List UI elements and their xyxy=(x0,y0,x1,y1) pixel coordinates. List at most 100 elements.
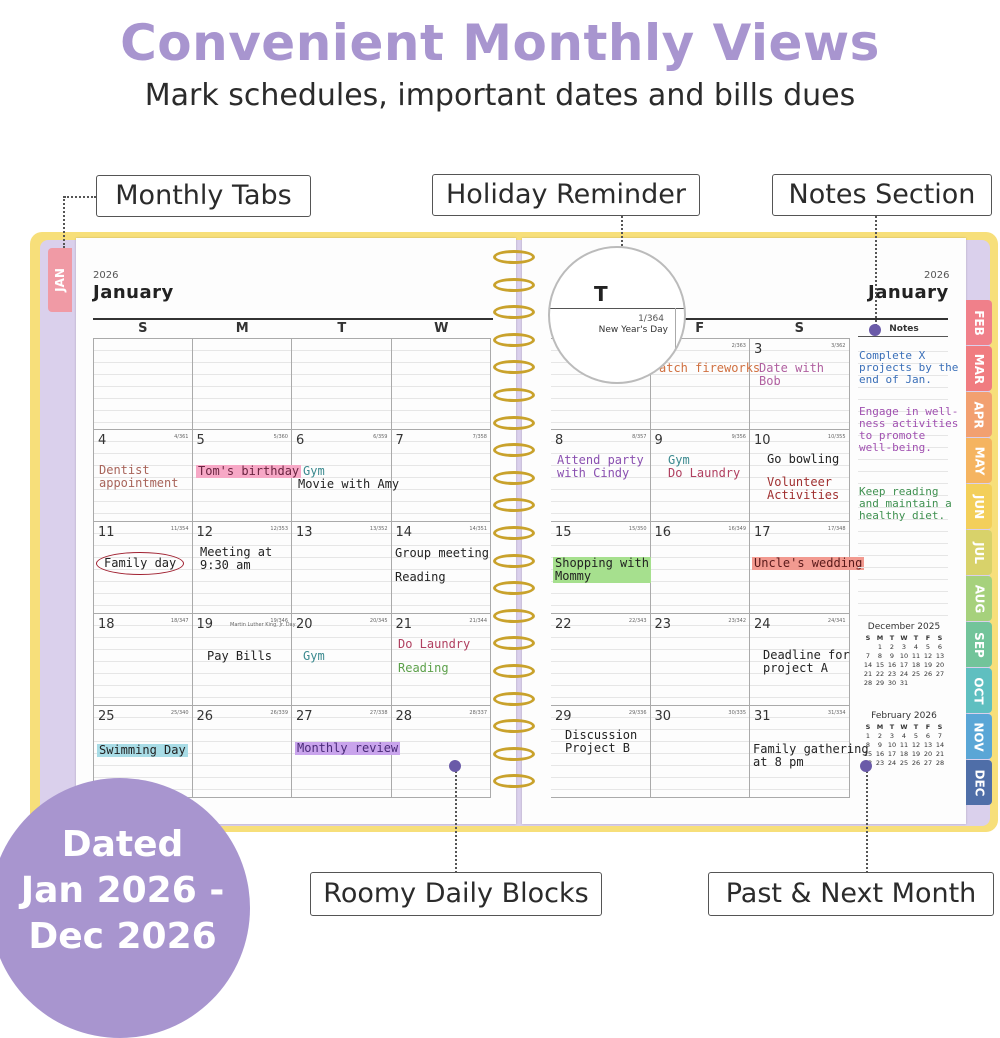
entry-movie: Movie with Amy xyxy=(298,477,400,491)
entry-reading-21: Reading xyxy=(398,661,449,675)
mini-calendar-next: February 2026 S M T W T F S 1 2 3 4 5 6 7 8 9 10 11 12 13 14 1… xyxy=(862,711,946,767)
day-number: 4 xyxy=(98,433,107,448)
day-cell: 7 7/358 xyxy=(391,430,491,522)
mini-calendar-grid: S M T W T F S 1 2 3 4 5 6 7 8 9 10 11 12 13 14 15 16 17 18 19 20 21… xyxy=(862,723,946,767)
day-count: 27/338 xyxy=(369,710,388,716)
day-cell: 22 22/343 xyxy=(551,614,651,706)
spiral-ring xyxy=(493,250,535,264)
mini-weekday: T xyxy=(889,634,895,642)
day-cell: 19 19/346 xyxy=(192,614,292,706)
tab-nov[interactable]: NOV xyxy=(966,714,992,759)
mini-date: 3 xyxy=(889,732,895,740)
day-count: 8/357 xyxy=(632,434,647,440)
zoom-cell-border xyxy=(675,308,676,382)
tab-dec[interactable]: DEC xyxy=(966,760,992,805)
mini-date: 25 xyxy=(911,670,921,678)
mini-date: 9 xyxy=(889,652,895,660)
entry-meeting: Meeting at 9:30 am xyxy=(200,545,273,572)
mini-weekday: F xyxy=(925,634,931,642)
spiral-ring xyxy=(493,636,535,651)
day-count: 24/341 xyxy=(827,618,846,624)
mini-date: 15 xyxy=(875,661,885,669)
day-number: 14 xyxy=(395,525,413,540)
weekday-label: T xyxy=(337,321,347,336)
connector-past-next xyxy=(866,768,868,873)
mini-date: 23 xyxy=(875,759,885,767)
day-number: 24 xyxy=(754,617,771,632)
day-count: 31/334 xyxy=(827,710,846,716)
entry-fireworks: atch fireworks xyxy=(659,361,761,375)
day-cell xyxy=(292,338,392,430)
day-count: 20/345 xyxy=(369,618,388,624)
spiral-ring xyxy=(493,443,535,458)
spiral-ring xyxy=(493,581,535,596)
tab-feb[interactable]: FEB xyxy=(966,300,992,345)
entry-gym-20: Gym xyxy=(303,649,325,663)
mini-date xyxy=(934,679,946,687)
tab-oct[interactable]: OCT xyxy=(966,668,992,713)
mini-date: 17 xyxy=(887,750,897,758)
mini-date: 8 xyxy=(865,741,871,749)
mini-date: 21 xyxy=(863,670,873,678)
day-count: 18/347 xyxy=(170,618,189,624)
tab-label: SEP xyxy=(971,631,986,658)
mini-date: 12 xyxy=(911,741,921,749)
tab-aug[interactable]: AUG xyxy=(966,576,992,621)
mini-date xyxy=(922,679,934,687)
tab-may[interactable]: MAY xyxy=(966,438,992,483)
tab-jul[interactable]: JUL xyxy=(966,530,992,575)
mini-date: 4 xyxy=(901,732,907,740)
spiral-ring xyxy=(493,553,535,568)
headline: Convenient Monthly Views xyxy=(120,14,880,72)
day-number: 20 xyxy=(296,617,313,632)
callout-roomy-blocks: Roomy Daily Blocks xyxy=(310,872,602,916)
day-cell: 21 21/344 xyxy=(391,614,491,706)
connector-tabs-v xyxy=(63,196,65,248)
day-count: 12/353 xyxy=(270,526,288,532)
note-2: Engage in well- ness activities to promo… xyxy=(859,405,959,454)
mini-date: 8 xyxy=(877,652,883,660)
mini-date: 3 xyxy=(901,643,907,651)
zoom-day-letter: T xyxy=(594,282,608,306)
left-year: 2026 xyxy=(93,270,119,281)
day-number: 13 xyxy=(296,525,313,540)
day-cell: 13 13/352 xyxy=(292,522,392,614)
callout-notes-section: Notes Section xyxy=(772,174,992,216)
mini-date: 24 xyxy=(899,670,909,678)
day-count: 9/356 xyxy=(731,434,746,440)
tab-apr[interactable]: APR xyxy=(966,392,992,437)
mini-date: 14 xyxy=(935,741,945,749)
day-count: 14/351 xyxy=(469,526,487,532)
right-month: January xyxy=(868,282,949,303)
tab-jun[interactable]: JUN xyxy=(966,484,992,529)
tab-label: JUN xyxy=(971,494,986,519)
day-count: 3/362 xyxy=(831,343,846,349)
tab-mar[interactable]: MAR xyxy=(966,346,992,391)
spiral-ring xyxy=(493,305,535,320)
day-count: 19/346 xyxy=(270,618,288,624)
day-cell xyxy=(391,338,491,430)
day-count: 15/350 xyxy=(628,526,647,532)
tab-jan[interactable]: JAN xyxy=(48,248,72,312)
subheadline: Mark schedules, important dates and bill… xyxy=(144,78,856,113)
day-count: 21/344 xyxy=(469,618,487,624)
holiday-mlk: Martin Luther King, Jr. Day xyxy=(230,622,296,628)
mini-date: 6 xyxy=(937,643,943,651)
day-cell: 12 12/353 xyxy=(192,522,292,614)
spiral-ring xyxy=(493,664,535,678)
weekday-label: F xyxy=(695,321,705,336)
tab-label: FEB xyxy=(971,309,986,336)
tab-sep[interactable]: SEP xyxy=(966,622,992,667)
day-count: 5/360 xyxy=(273,434,288,440)
day-number: 16 xyxy=(654,525,672,540)
mini-date: 22 xyxy=(875,670,885,678)
entry-bowling: Go bowling xyxy=(767,452,840,466)
day-cell: 29 29/336 xyxy=(551,706,651,798)
mini-date: 12 xyxy=(923,652,933,660)
day-cell: 24 24/341 xyxy=(750,614,850,706)
mini-weekday: S xyxy=(937,723,943,731)
day-number: 5 xyxy=(196,433,205,448)
day-number: 17 xyxy=(754,525,771,540)
spiral-ring xyxy=(493,360,535,375)
entry-deadline: Deadline for project A xyxy=(763,648,850,675)
